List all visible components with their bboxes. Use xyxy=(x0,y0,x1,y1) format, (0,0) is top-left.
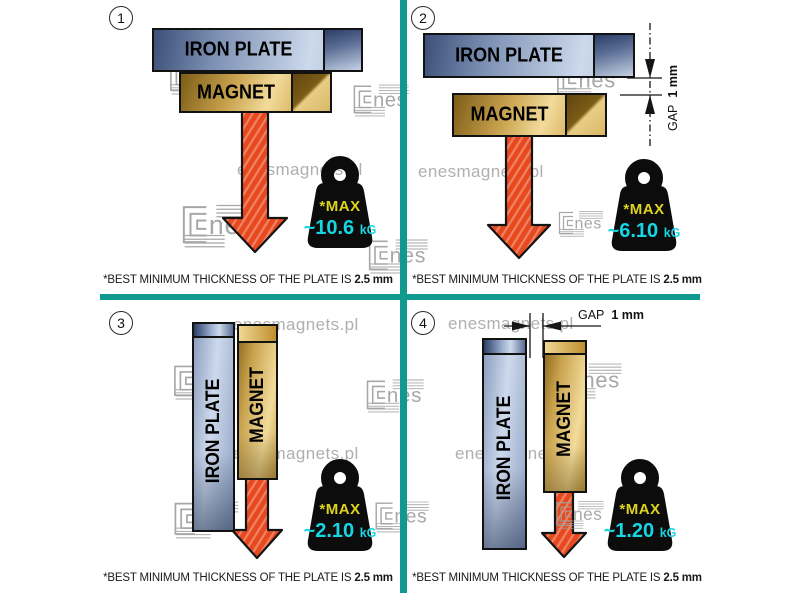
weight-icon: *MAX ~2.10 kG xyxy=(294,459,386,557)
note-bold-value: 2.5 mm xyxy=(663,274,702,286)
iron-plate-box: IRON PLATE xyxy=(152,28,363,72)
weight-unit: kG xyxy=(359,526,377,540)
iron-plate-box: IRON PLATE xyxy=(423,33,635,78)
magnet-label: MAGNET xyxy=(470,103,549,126)
note-bold-value: 2.5 mm xyxy=(663,572,702,584)
weight-max-label: *MAX xyxy=(619,501,661,518)
iron-plate-top-cap xyxy=(194,324,233,338)
magnet-box: MAGNET xyxy=(543,340,587,493)
weight-icon: *MAX ~10.6 kG xyxy=(294,156,386,254)
weight-value-number: ~6.10 xyxy=(607,220,659,242)
panel-number-badge: 3 xyxy=(109,311,133,335)
panel-3-vertical-plate-on-magnet: 3 enesmagnets.pl enesmagnets.pl IRON PLA… xyxy=(0,294,400,600)
magnet-top-cap xyxy=(239,326,276,343)
watermark-text: enesmagnets.pl xyxy=(418,162,544,181)
panel-2-plate-gap-magnet: 2 enesmagnets.pl GAP 1 mm IRON PLATE MAG… xyxy=(400,0,800,294)
gap-label: GAP xyxy=(666,104,680,132)
magnet-box: MAGNET xyxy=(237,324,278,480)
magnet-label: MAGNET xyxy=(554,381,575,458)
magnet-side-face xyxy=(565,95,605,135)
note-bold-value: 2.5 mm xyxy=(354,572,393,584)
note-body: *BEST MINIMUM THICKNESS OF THE PLATE IS xyxy=(103,274,352,286)
panel-1-plate-on-magnet: 1 enesmagnets.pl IRON PLATE MAGNET *MAX … xyxy=(0,0,400,294)
iron-plate-box: IRON PLATE xyxy=(482,338,527,550)
magnet-label: MAGNET xyxy=(246,367,268,443)
gap-dimension-label: GAP 1 mm xyxy=(666,55,680,141)
iron-plate-top-cap xyxy=(484,340,525,355)
panel-4-vertical-plate-gap-magnet: 4 enesmagnets.pl enesmagnets.pl GAP 1 mm… xyxy=(400,294,800,600)
note-text: *BEST MINIMUM THICKNESS OF THE PLATE IS … xyxy=(407,572,707,584)
note-bold-value: 2.5 mm xyxy=(354,274,393,286)
note-text: *BEST MINIMUM THICKNESS OF THE PLATE IS … xyxy=(98,572,398,584)
magnet-box: MAGNET xyxy=(452,93,607,137)
weight-value-number: ~10.6 xyxy=(303,217,355,239)
weight-value-number: ~1.20 xyxy=(603,520,655,542)
panel-number-badge: 1 xyxy=(109,6,133,30)
weight-value-number: ~2.10 xyxy=(303,520,355,542)
weight-max-label: *MAX xyxy=(319,198,361,215)
weight-icon: *MAX ~1.20 kG xyxy=(594,459,686,557)
weight-value: ~2.10 kG xyxy=(294,520,386,543)
magnet-box: MAGNET xyxy=(179,72,332,113)
iron-plate-label: IRON PLATE xyxy=(493,395,515,501)
horizontal-divider xyxy=(100,294,700,300)
weight-value: ~1.20 kG xyxy=(594,520,686,543)
gap-value: 1 mm xyxy=(666,65,680,98)
gap-label: GAP xyxy=(578,308,605,322)
note-text: *BEST MINIMUM THICKNESS OF THE PLATE IS … xyxy=(407,274,707,286)
magnet-label: MAGNET xyxy=(196,81,275,103)
weight-icon: *MAX ~6.10 kG xyxy=(598,159,690,257)
iron-plate-label: IRON PLATE xyxy=(455,44,563,66)
weight-value: ~10.6 kG xyxy=(294,217,386,240)
iron-plate-label: IRON PLATE xyxy=(202,378,224,484)
magnet-side-face xyxy=(291,74,330,111)
panel-number-badge: 4 xyxy=(411,311,435,335)
watermark-text: enesmagnets.pl xyxy=(448,314,574,333)
weight-unit: kG xyxy=(359,223,377,237)
gap-value: 1 mm xyxy=(611,308,645,322)
enes-logo-watermark xyxy=(178,203,258,248)
iron-plate-label: IRON PLATE xyxy=(184,38,293,61)
weight-unit: kG xyxy=(663,226,681,240)
note-body: *BEST MINIMUM THICKNESS OF THE PLATE IS xyxy=(412,572,661,584)
enes-logo-watermark xyxy=(363,378,425,413)
iron-plate-side-face xyxy=(593,35,633,76)
iron-plate-side-face xyxy=(323,30,361,70)
panel-number-badge: 2 xyxy=(411,6,435,30)
magnet-top-cap xyxy=(545,342,585,355)
note-body: *BEST MINIMUM THICKNESS OF THE PLATE IS xyxy=(103,572,352,584)
iron-plate-box: IRON PLATE xyxy=(192,322,235,532)
gap-dimension-label: GAP 1 mm xyxy=(578,308,644,322)
enes-logo-watermark xyxy=(553,500,605,529)
weight-value: ~6.10 kG xyxy=(598,220,690,243)
note-body: *BEST MINIMUM THICKNESS OF THE PLATE IS xyxy=(412,274,661,286)
weight-unit: kG xyxy=(659,526,677,540)
enes-logo-watermark xyxy=(556,210,604,237)
weight-max-label: *MAX xyxy=(623,201,665,218)
note-text: *BEST MINIMUM THICKNESS OF THE PLATE IS … xyxy=(98,274,398,286)
weight-max-label: *MAX xyxy=(319,501,361,518)
